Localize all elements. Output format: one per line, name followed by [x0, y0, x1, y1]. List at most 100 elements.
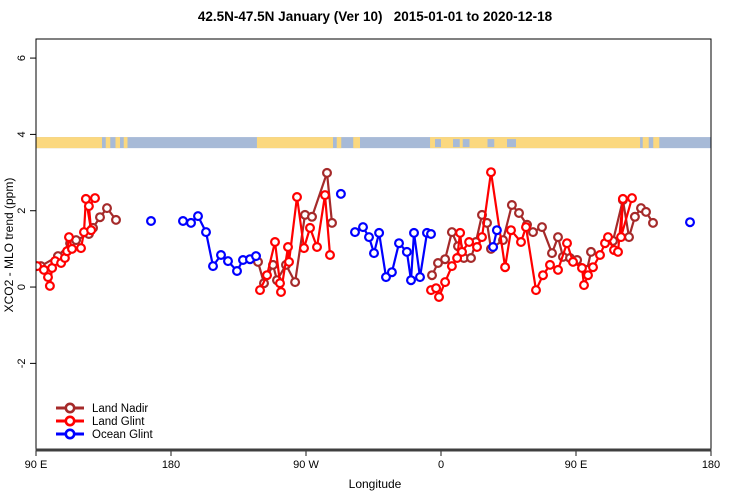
map-land-segment [36, 137, 102, 149]
chart-title: 42.5N-47.5N January (Ver 10) 2015-01-01 … [197, 9, 553, 24]
data-point [89, 193, 100, 204]
data-point [86, 225, 97, 236]
data-point [434, 292, 445, 303]
data-point [513, 208, 524, 219]
map-land-segment [123, 137, 128, 149]
data-point [325, 250, 336, 261]
data-point [186, 217, 197, 228]
data-point [394, 238, 405, 249]
data-point [223, 256, 234, 267]
data-point [520, 222, 531, 233]
world-map-strip [36, 137, 711, 149]
data-point [594, 250, 605, 261]
data-point [208, 261, 219, 272]
series-land-nadir [36, 167, 658, 289]
map-land-segment [105, 137, 111, 149]
data-point [488, 242, 499, 253]
data-point [446, 227, 457, 238]
legend-item-ocean-glint: Ocean Glint [56, 428, 154, 441]
x-tick-label: 0 [438, 459, 444, 471]
data-point [101, 203, 112, 214]
data-point [612, 246, 623, 257]
y-tick-label: -2 [16, 358, 28, 368]
data-point [440, 254, 451, 265]
map-ocean-patch [462, 139, 470, 148]
map-ocean-patch [453, 139, 460, 148]
data-point [617, 193, 628, 204]
x-tick-label: 180 [162, 459, 180, 471]
data-point [530, 285, 541, 296]
data-point [270, 237, 281, 248]
data-point [276, 287, 287, 298]
data-point [546, 248, 557, 259]
data-point [292, 192, 303, 203]
legend-item-land-glint: Land Glint [56, 415, 145, 428]
data-point [146, 216, 157, 227]
data-point [364, 232, 375, 243]
axes: 90 E 180 90 W 0 90 E 180 -2 0 2 4 6 [16, 38, 720, 471]
data-point [472, 242, 483, 253]
data-point [464, 237, 475, 248]
data-point [684, 217, 695, 228]
data-point [283, 242, 294, 253]
data-point [452, 253, 463, 264]
data-point [327, 217, 338, 228]
y-tick-label: 2 [16, 208, 28, 214]
data-point [567, 256, 578, 267]
data-point [515, 237, 526, 248]
data-point [409, 227, 420, 238]
x-tick-label: 180 [702, 459, 720, 471]
legend-marker [64, 402, 76, 414]
data-point [42, 272, 53, 283]
x-tick-label: 90 E [565, 459, 588, 471]
data-point [262, 270, 273, 281]
data-point [431, 283, 442, 294]
data-point [491, 225, 502, 236]
data-point [602, 232, 613, 243]
map-ocean-patch [435, 139, 441, 148]
data-point [358, 222, 369, 233]
map-land-segment [336, 137, 342, 149]
data-point [350, 227, 361, 238]
data-point [201, 227, 212, 238]
y-axis-label: XCO2 - MLO trend (ppm) [2, 177, 16, 313]
data-point [623, 232, 634, 243]
x-axis-label: Longitude [348, 477, 402, 491]
map-land-segment [642, 137, 649, 149]
data-point [307, 211, 318, 222]
data-point [305, 222, 316, 233]
x-tick-label: 90 W [293, 459, 319, 471]
data-point [216, 250, 227, 261]
data-point [506, 225, 517, 236]
data-point [446, 261, 457, 272]
data-series-group [36, 167, 695, 303]
y-tick-label: 0 [16, 284, 28, 290]
series-land-glint [36, 167, 637, 303]
data-point [615, 232, 626, 243]
series-ocean-glint [146, 188, 695, 286]
data-point [576, 263, 587, 274]
data-point [536, 222, 547, 233]
data-point [320, 190, 331, 201]
data-point [537, 270, 548, 281]
data-point [578, 280, 589, 291]
y-tick-label: 4 [16, 131, 28, 137]
data-point [401, 246, 412, 257]
map-land-segment [653, 137, 660, 149]
legend-label: Land Glint [92, 416, 145, 428]
data-point [527, 227, 538, 238]
map-land-segment [430, 137, 641, 149]
data-point [647, 217, 658, 228]
data-point [94, 212, 105, 223]
data-point [275, 278, 286, 289]
data-point [506, 200, 517, 211]
data-point [369, 248, 380, 259]
data-point [544, 259, 555, 270]
map-ocean-patch [487, 139, 495, 148]
data-point [455, 227, 466, 238]
data-point [585, 246, 596, 257]
data-point [335, 188, 346, 199]
data-point [440, 277, 451, 288]
legend-marker [64, 415, 76, 427]
